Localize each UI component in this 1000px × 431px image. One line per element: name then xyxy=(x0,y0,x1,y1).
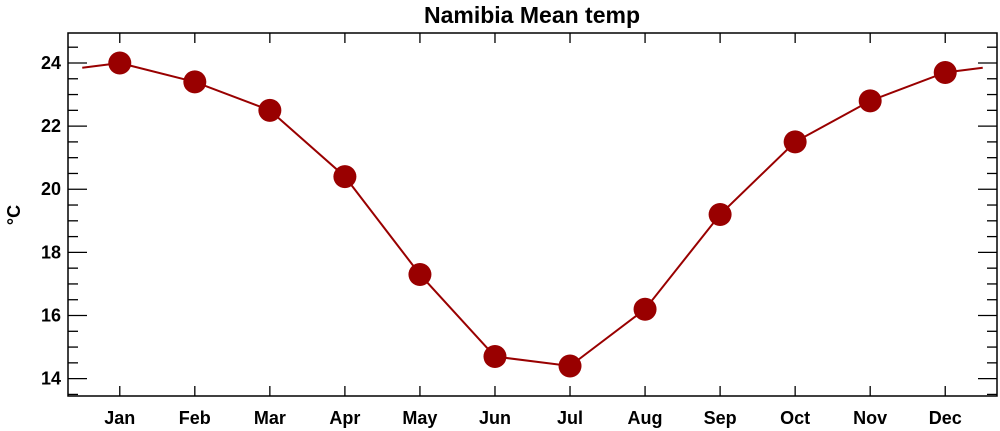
x-tick-label: Dec xyxy=(929,408,962,428)
series xyxy=(82,51,983,378)
x-tick-label: Apr xyxy=(329,408,360,428)
chart-title: Namibia Mean temp xyxy=(424,2,640,28)
x-tick-label: Mar xyxy=(254,408,286,428)
x-tick-label: Feb xyxy=(179,408,211,428)
data-point-oct xyxy=(783,130,807,154)
x-tick-label: Sep xyxy=(704,408,737,428)
data-point-nov xyxy=(858,89,882,113)
data-point-dec xyxy=(933,60,957,84)
data-point-jul xyxy=(558,354,582,378)
y-tick-label: 14 xyxy=(41,369,61,389)
x-tick-label: May xyxy=(402,408,437,428)
series-line xyxy=(82,61,983,368)
y-axis-label: °C xyxy=(4,205,24,225)
data-point-may xyxy=(408,262,432,286)
data-point-jun xyxy=(483,345,507,369)
x-tick-label: Jan xyxy=(104,408,135,428)
y-tick-label: 22 xyxy=(41,116,61,136)
data-point-sep xyxy=(708,203,732,226)
data-point-aug xyxy=(633,297,657,321)
x-tick-label: Jul xyxy=(557,408,583,428)
x-tick-label: Nov xyxy=(853,408,887,428)
data-point-apr xyxy=(333,165,357,189)
plot-frame xyxy=(67,32,998,397)
data-point-feb xyxy=(183,70,207,94)
y-tick-label: 18 xyxy=(41,242,61,262)
y-tick-label: 16 xyxy=(41,306,61,326)
ticks: 14 16 18 20 22 24 Jan Feb Mar Apr May Jun Jul Aug Sep O… xyxy=(41,33,997,428)
x-tick-label: Jun xyxy=(479,408,511,428)
y-tick-label: 24 xyxy=(41,53,61,73)
y-tick-label: 20 xyxy=(41,179,61,199)
x-tick-label: Oct xyxy=(780,408,810,428)
data-point-jan xyxy=(108,51,132,75)
x-tick-label: Aug xyxy=(628,408,663,428)
data-point-mar xyxy=(258,98,282,122)
